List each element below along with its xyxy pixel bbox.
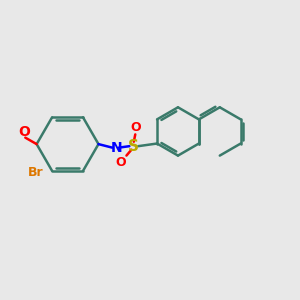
Text: S: S [128, 139, 139, 154]
Text: O: O [130, 121, 141, 134]
Text: N: N [110, 141, 122, 154]
Text: Br: Br [28, 166, 44, 179]
Text: O: O [115, 156, 126, 169]
Text: O: O [18, 125, 30, 139]
